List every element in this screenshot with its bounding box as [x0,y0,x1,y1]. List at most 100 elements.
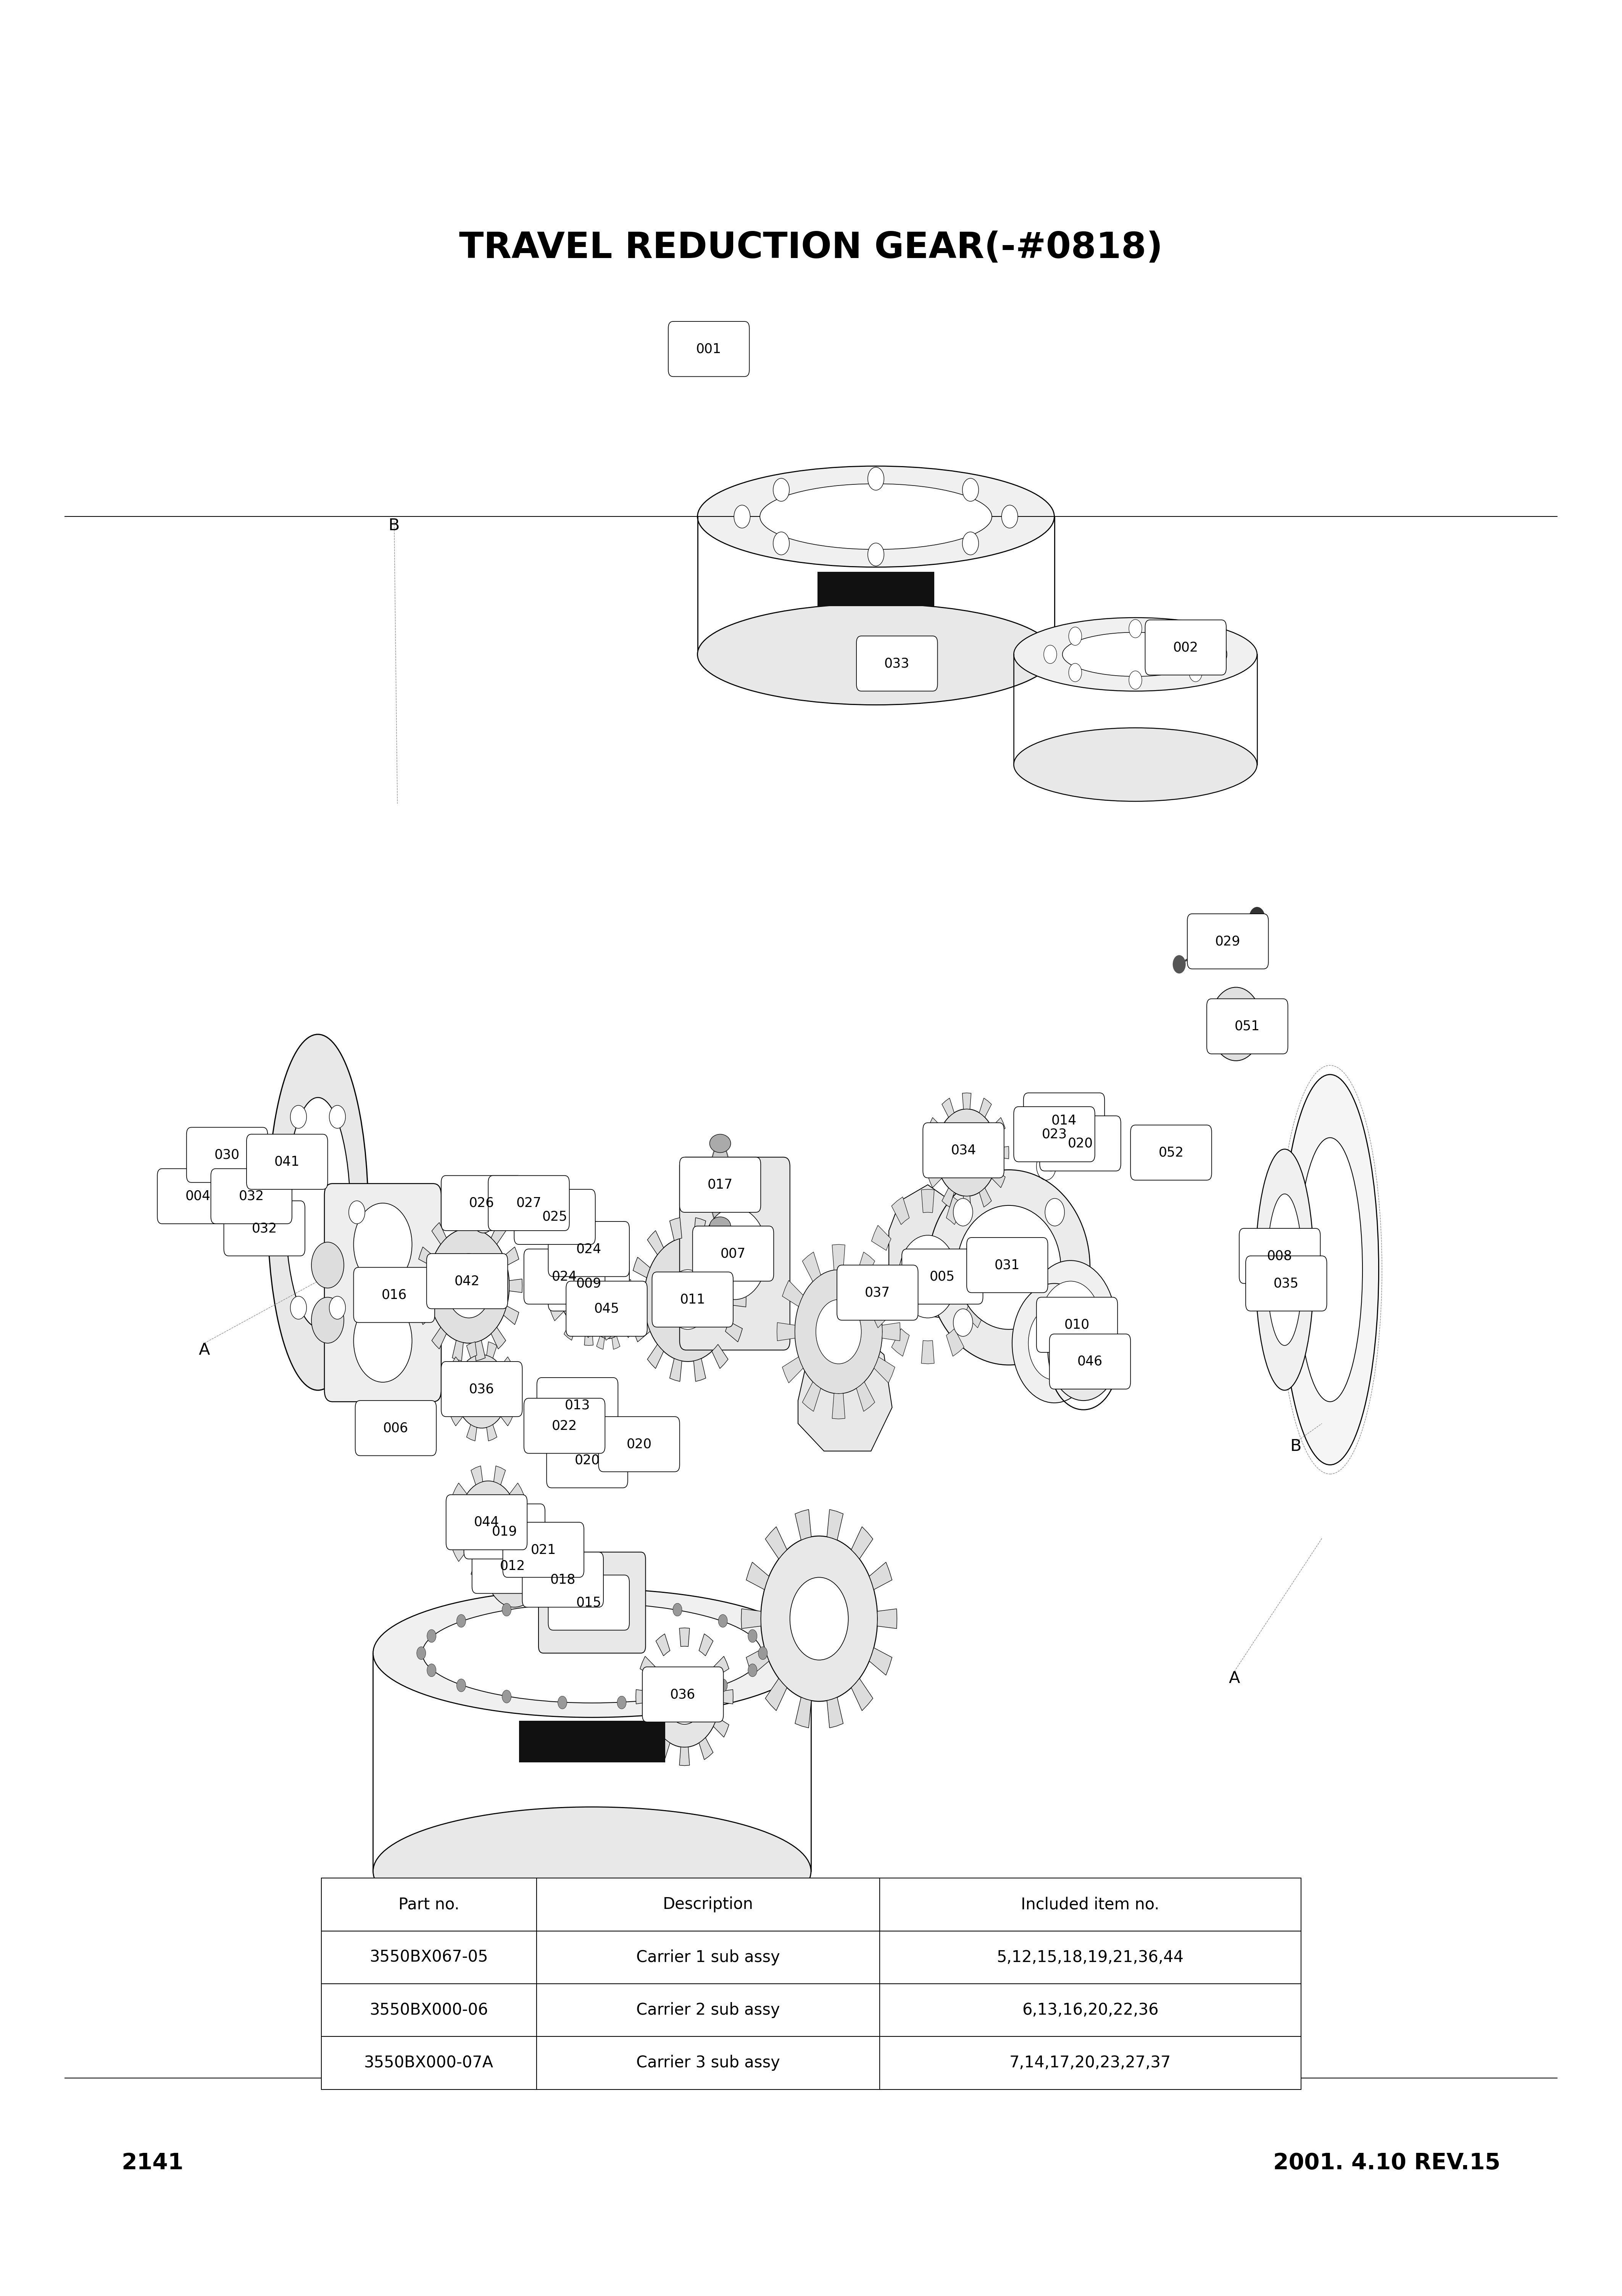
FancyBboxPatch shape [464,1504,545,1559]
Polygon shape [415,1279,428,1293]
FancyBboxPatch shape [472,1538,553,1593]
Polygon shape [623,1283,633,1297]
Circle shape [644,1238,732,1362]
Text: 7,14,17,20,23,27,37: 7,14,17,20,23,27,37 [1009,2055,1171,2071]
Polygon shape [597,1272,605,1286]
Circle shape [589,1283,628,1339]
Circle shape [719,1614,727,1628]
Circle shape [759,1646,767,1660]
Text: 032: 032 [238,1189,264,1203]
Text: 023: 023 [1041,1127,1067,1141]
Ellipse shape [1281,1075,1379,1465]
Polygon shape [550,1251,564,1267]
Ellipse shape [268,1033,368,1389]
Text: 024: 024 [576,1242,602,1256]
Text: 3550BX000-06: 3550BX000-06 [370,2002,488,2018]
Polygon shape [508,1384,517,1398]
Text: 022: 022 [551,1419,577,1433]
Text: Part no.: Part no. [399,1896,459,1913]
Ellipse shape [555,1267,581,1286]
Circle shape [417,1646,425,1660]
Polygon shape [741,1609,761,1628]
Polygon shape [629,1293,644,1306]
Polygon shape [451,1357,462,1373]
Circle shape [954,1309,973,1336]
Polygon shape [501,1357,513,1373]
Text: 030: 030 [214,1148,240,1162]
Ellipse shape [373,1589,811,1717]
Text: TRAVEL REDUCTION GEAR(-#0818): TRAVEL REDUCTION GEAR(-#0818) [459,230,1163,266]
Circle shape [1062,1320,1105,1380]
Bar [321,1878,537,1931]
Polygon shape [694,1217,706,1240]
Polygon shape [889,1185,980,1320]
Polygon shape [962,1093,972,1109]
Polygon shape [597,1336,605,1350]
Ellipse shape [710,1143,730,1226]
Circle shape [774,533,790,556]
Polygon shape [746,1561,769,1589]
Polygon shape [869,1649,892,1676]
Text: 019: 019 [491,1525,517,1538]
Polygon shape [602,1231,613,1251]
Circle shape [290,1297,307,1320]
FancyBboxPatch shape [1246,1256,1327,1311]
Circle shape [616,1697,626,1708]
FancyBboxPatch shape [642,1667,723,1722]
Text: 6,13,16,20,22,36: 6,13,16,20,22,36 [1022,2002,1158,2018]
Circle shape [667,1270,709,1329]
Text: 051: 051 [1234,1019,1260,1033]
Text: 024: 024 [551,1270,577,1283]
Ellipse shape [255,1185,277,1240]
Text: 020: 020 [626,1437,652,1451]
Polygon shape [584,1226,594,1242]
Text: 045: 045 [594,1302,620,1316]
Text: 025: 025 [542,1210,568,1224]
Circle shape [485,1525,543,1607]
Text: 041: 041 [274,1155,300,1169]
Circle shape [469,1373,495,1410]
Polygon shape [856,1251,874,1281]
Text: 014: 014 [1051,1114,1077,1127]
Polygon shape [782,1281,803,1306]
Circle shape [1012,1283,1096,1403]
Polygon shape [613,1251,628,1267]
Text: 052: 052 [1158,1146,1184,1159]
Polygon shape [564,1231,576,1251]
Circle shape [457,1614,466,1628]
FancyBboxPatch shape [668,321,749,377]
Circle shape [1249,907,1265,930]
Ellipse shape [422,1603,762,1704]
Text: 5,12,15,18,19,21,36,44: 5,12,15,18,19,21,36,44 [996,1949,1184,1965]
Polygon shape [866,1267,882,1286]
Polygon shape [699,1635,714,1655]
Polygon shape [431,1221,446,1244]
Polygon shape [501,1410,513,1426]
Polygon shape [882,1322,900,1341]
Text: 012: 012 [500,1559,526,1573]
Polygon shape [647,1231,663,1254]
Polygon shape [874,1357,895,1382]
Circle shape [558,1697,568,1708]
Polygon shape [474,1210,485,1231]
Bar [817,572,934,606]
Circle shape [1189,627,1202,645]
Polygon shape [921,1189,934,1212]
Polygon shape [732,1293,746,1306]
Text: 026: 026 [469,1196,495,1210]
Polygon shape [453,1210,464,1231]
Circle shape [235,1169,258,1201]
Polygon shape [928,1118,942,1134]
Text: 020: 020 [1067,1137,1093,1150]
Ellipse shape [697,466,1054,567]
Text: 036: 036 [670,1688,696,1701]
Polygon shape [746,1649,769,1676]
Polygon shape [852,1527,873,1559]
Text: 035: 035 [1273,1277,1299,1290]
Text: 029: 029 [1215,934,1241,948]
Bar [879,1878,1301,1931]
Circle shape [500,1545,529,1587]
Circle shape [1002,505,1019,528]
Text: Description: Description [663,1896,753,1913]
Polygon shape [832,1394,845,1419]
